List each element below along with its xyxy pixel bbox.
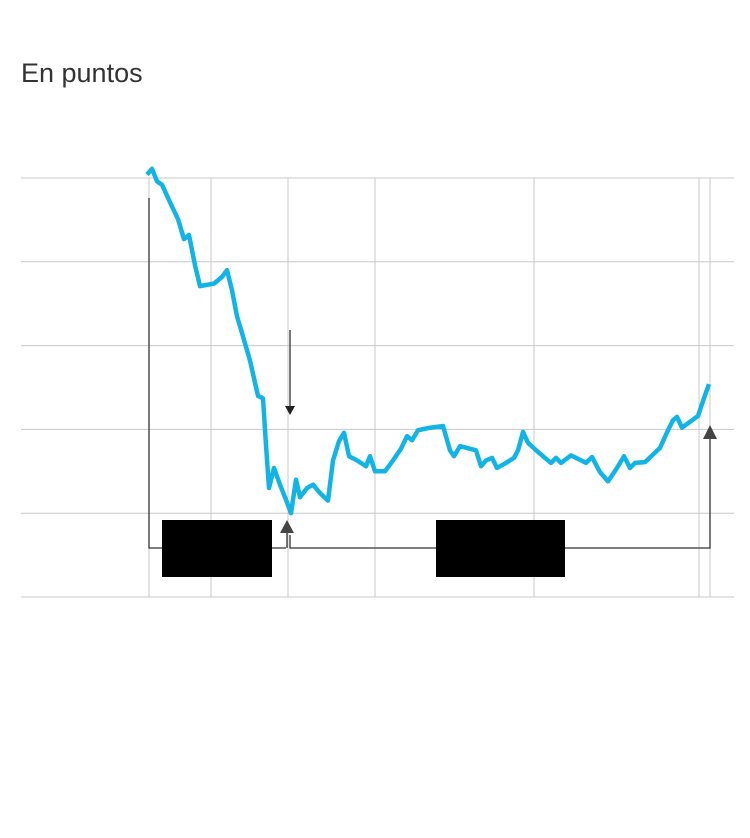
- redacted-label: [162, 520, 272, 577]
- bracket: [148, 198, 286, 549]
- grid: [21, 177, 734, 598]
- annotations: [148, 198, 717, 577]
- data-line: [145, 166, 712, 516]
- plot: [145, 166, 712, 516]
- arrow-head: [703, 425, 717, 439]
- chart-subtitle: En puntos: [21, 58, 143, 88]
- redacted-label: [436, 520, 565, 577]
- arrow-head: [285, 406, 295, 415]
- arrow-head: [280, 520, 294, 533]
